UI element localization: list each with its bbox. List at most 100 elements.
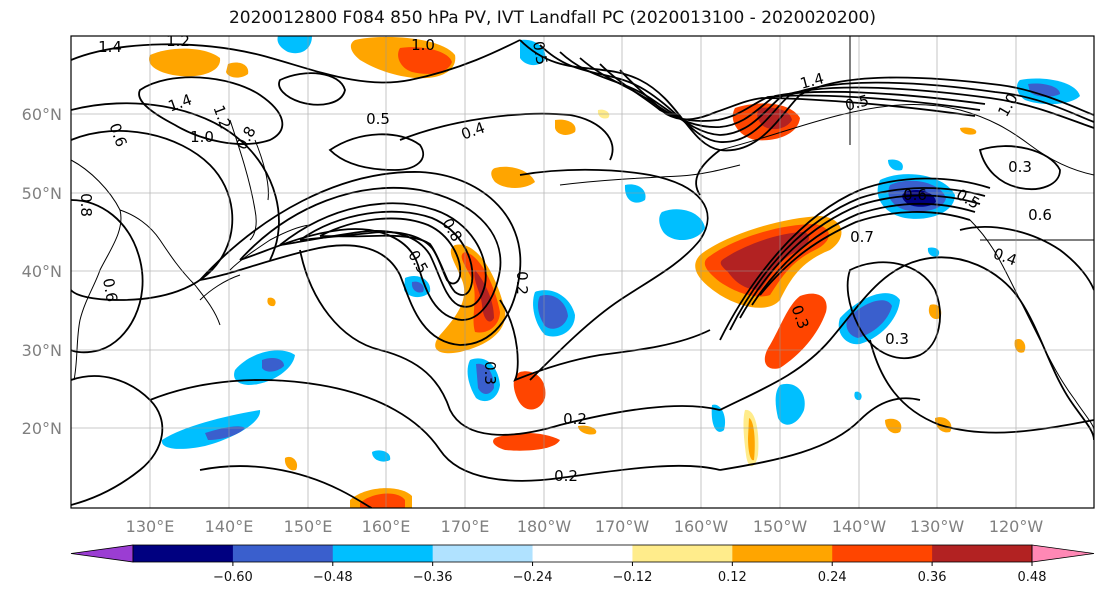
- colorbar-extension-high: [1031, 544, 1095, 563]
- colorbar-box: [732, 545, 833, 562]
- colorbar-box: [432, 545, 534, 562]
- contour-sub-2: [149, 379, 721, 482]
- plot-border: [70, 35, 1095, 509]
- colorbar-box: [332, 545, 434, 562]
- lon-label: 130°W: [910, 517, 965, 536]
- colorbar-tick-label: 0.12: [718, 570, 747, 585]
- contour-bering-1: [519, 39, 1094, 152]
- colorbar-box: [133, 545, 234, 562]
- contour-nw-4: [71, 129, 234, 301]
- positive-anomaly-south-small: [513, 371, 546, 410]
- colorbar-box: [932, 545, 1033, 562]
- lon-label: 160°W: [674, 517, 729, 536]
- contour-nw-5: [71, 102, 280, 261]
- negative-anomaly-gulf-core: [902, 190, 936, 207]
- contour-label: 0.2: [513, 271, 531, 295]
- lon-label: 170°E: [441, 517, 490, 536]
- contour-label: 0.3: [1008, 158, 1032, 176]
- contour-jet-5: [759, 211, 971, 296]
- contour-bering-3: [559, 51, 1094, 136]
- contour-label: 0.2: [563, 410, 587, 428]
- positive-anomaly-bering-core: [757, 107, 792, 130]
- contour-bering-5: [599, 63, 981, 122]
- contour-label: 0.5: [529, 40, 551, 67]
- grid: [71, 36, 1094, 508]
- contour-trough-1: [239, 186, 502, 321]
- contour-label: 0.6: [1028, 206, 1052, 224]
- contour-nw-6: [328, 133, 425, 171]
- colorbar-tick-label: −0.36: [413, 570, 453, 585]
- contour-sub-10: [959, 226, 1094, 291]
- negative-anomaly-small-8: [854, 391, 862, 401]
- negative-anomaly-north: [277, 36, 312, 54]
- positive-anomaly-hawaii-core: [748, 418, 755, 461]
- positive-anomaly-gulf-core: [720, 232, 810, 290]
- negative-anomaly-southwest: [161, 410, 261, 449]
- colorbar-box: [632, 545, 733, 562]
- colorbar-outline: [132, 544, 1033, 563]
- latitude-labels: 60°N 50°N 40°N 30°N 20°N: [22, 105, 62, 438]
- contour-label: 0.6: [99, 277, 121, 304]
- colorbar-box: [232, 545, 334, 562]
- coastline-alaska: [719, 104, 1094, 176]
- colorbar-tick-label: −0.24: [513, 570, 553, 585]
- negative-anomaly-small-2: [775, 383, 805, 425]
- contour-label: 0.7: [850, 228, 874, 246]
- lat-label: 20°N: [22, 419, 62, 438]
- lon-label: 180°W: [517, 517, 572, 536]
- coastline-asia: [71, 159, 221, 381]
- contour-label: 0.6: [903, 186, 927, 204]
- negative-anomaly-central-east-core: [846, 300, 892, 338]
- positive-anomaly-small-1: [226, 62, 249, 78]
- colorbar-tick-label: 0.36: [918, 570, 947, 585]
- map-title: 2020012800 F084 850 hPa PV, IVT Landfall…: [228, 8, 876, 28]
- pv-contours: [71, 39, 1094, 508]
- contour-sub-11: [71, 375, 164, 506]
- contour-label: 1.0: [190, 128, 214, 146]
- negative-anomaly-small-3: [711, 404, 726, 432]
- lat-label: 60°N: [22, 105, 62, 124]
- positive-anomaly-small-3: [555, 119, 576, 135]
- lon-label: 150°E: [284, 517, 333, 536]
- contour-sub-12: [199, 465, 373, 508]
- negative-anomaly-mid-core: [537, 294, 568, 329]
- positive-anomaly-bottom-core: [360, 493, 405, 508]
- positive-anomaly-kamchatka: [149, 48, 221, 77]
- lat-label: 50°N: [22, 184, 62, 203]
- negative-anomaly-west-pacific-core: [476, 363, 494, 394]
- contour-sub-5: [719, 256, 1094, 441]
- coastline-kamchatka: [229, 119, 269, 241]
- contour-label: 0.5: [843, 91, 871, 115]
- longitude-labels: 130°E 140°E 150°E 160°E 170°E 180°W 170°…: [126, 517, 1044, 536]
- contour-trough-3: [299, 210, 474, 296]
- contour-label: 1.2: [166, 32, 190, 50]
- positive-anomaly-small-6: [284, 456, 298, 471]
- colorbar-tick-label: −0.48: [313, 570, 353, 585]
- contour-sub-6: [846, 261, 941, 360]
- negative-anomaly-kuril-core: [411, 281, 424, 293]
- positive-anomaly-small-4: [885, 418, 902, 434]
- positive-anomaly-small-9: [935, 417, 952, 433]
- lon-label: 150°W: [753, 517, 808, 536]
- contour-sub-3: [519, 168, 709, 381]
- contour-trough-2: [279, 202, 487, 308]
- lat-label: 40°N: [22, 262, 62, 281]
- lon-label: 130°E: [126, 517, 175, 536]
- colorbar-extension-low: [70, 544, 134, 563]
- negative-anomaly-small-5: [888, 159, 903, 171]
- contour-nw-1: [71, 39, 521, 84]
- contour-nw-2: [138, 76, 284, 145]
- coastlines: [71, 36, 1094, 431]
- coastline-aleutians: [559, 164, 741, 186]
- colorbar-tick-label: −0.12: [613, 570, 653, 585]
- positive-anomaly-south-band: [493, 432, 560, 451]
- contour-jet-3: [739, 194, 981, 319]
- lon-label: 140°E: [205, 517, 254, 536]
- lon-label: 170°W: [595, 517, 650, 536]
- colorbar-tick-label: −0.60: [213, 570, 253, 585]
- lon-label: 120°W: [989, 517, 1044, 536]
- contour-trough-5: [199, 171, 522, 346]
- contour-label: 0.3: [885, 330, 909, 348]
- contour-trough-4: [319, 217, 462, 285]
